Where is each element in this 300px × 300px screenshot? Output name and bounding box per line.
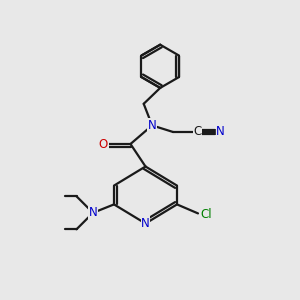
Text: N: N	[148, 119, 157, 132]
Text: N: N	[88, 206, 98, 219]
Text: C: C	[194, 125, 202, 139]
Text: Cl: Cl	[201, 208, 212, 221]
Text: N: N	[141, 217, 150, 230]
Text: O: O	[99, 137, 108, 151]
Text: N: N	[216, 125, 225, 139]
